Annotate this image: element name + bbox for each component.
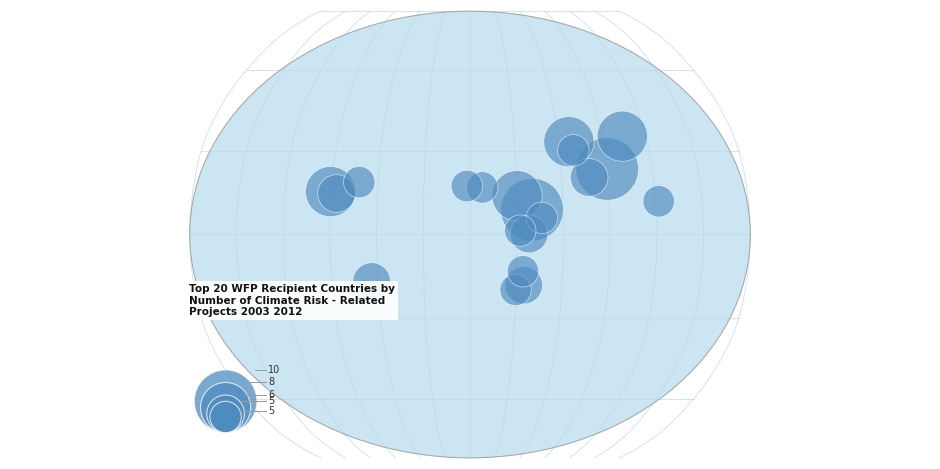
Text: 5: 5 bbox=[268, 406, 274, 416]
Circle shape bbox=[576, 137, 638, 200]
Circle shape bbox=[508, 256, 539, 287]
Circle shape bbox=[207, 395, 244, 433]
Circle shape bbox=[195, 370, 257, 433]
Circle shape bbox=[597, 111, 648, 161]
Circle shape bbox=[500, 274, 531, 306]
Text: 5: 5 bbox=[268, 396, 274, 406]
Circle shape bbox=[557, 135, 589, 166]
Circle shape bbox=[544, 117, 594, 167]
Text: 10: 10 bbox=[268, 365, 280, 375]
Circle shape bbox=[210, 401, 242, 433]
Circle shape bbox=[306, 166, 355, 217]
Text: 8: 8 bbox=[268, 378, 274, 387]
Circle shape bbox=[200, 382, 251, 433]
Text: Top 20 WFP Recipient Countries by
Number of Climate Risk - Related
Projects 2003: Top 20 WFP Recipient Countries by Number… bbox=[189, 284, 395, 317]
Circle shape bbox=[643, 186, 674, 217]
Circle shape bbox=[505, 215, 536, 246]
Circle shape bbox=[492, 171, 542, 221]
Text: 6: 6 bbox=[268, 390, 274, 400]
Circle shape bbox=[501, 178, 563, 241]
Ellipse shape bbox=[190, 11, 750, 458]
Circle shape bbox=[352, 263, 390, 301]
Circle shape bbox=[505, 266, 542, 304]
Circle shape bbox=[343, 166, 375, 198]
Circle shape bbox=[318, 174, 355, 212]
Circle shape bbox=[451, 170, 482, 202]
Circle shape bbox=[510, 215, 548, 253]
Circle shape bbox=[571, 159, 608, 197]
Circle shape bbox=[466, 172, 498, 203]
Circle shape bbox=[526, 202, 557, 234]
